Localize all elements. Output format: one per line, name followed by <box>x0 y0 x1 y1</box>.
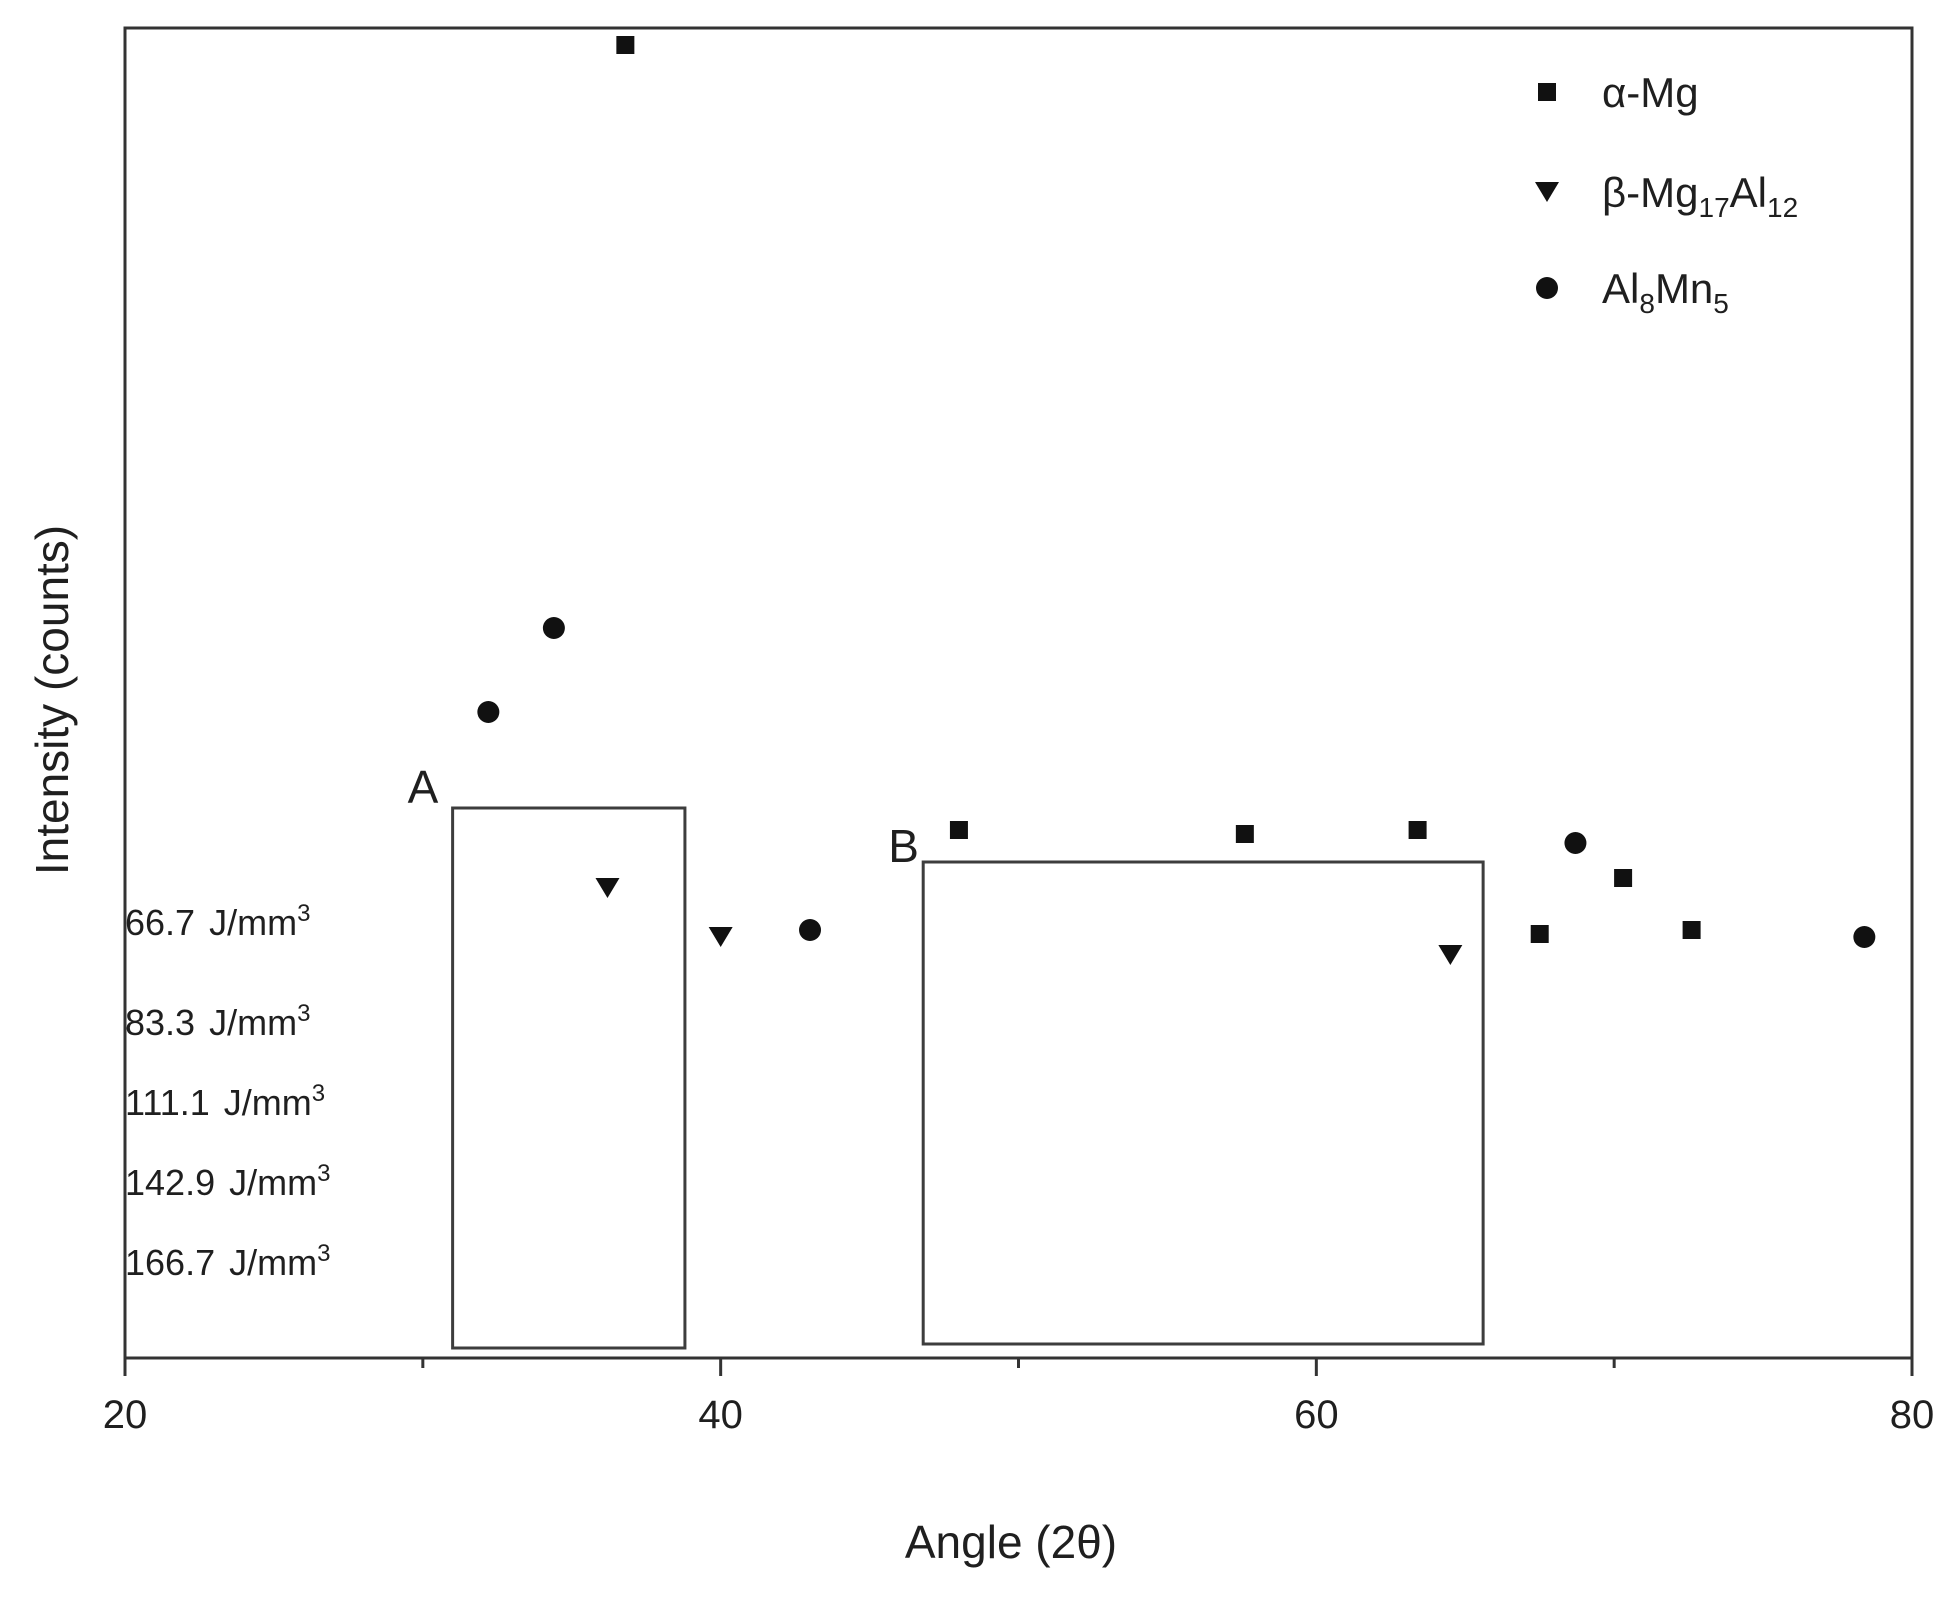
peak-marker-square <box>1408 821 1427 839</box>
legend-text-part: 8 <box>1639 288 1655 319</box>
legend-text-part: α-Mg <box>1602 69 1699 116</box>
legend-label: β-Mg17Al12 <box>1602 169 1798 223</box>
peak-marker-circle <box>542 617 565 639</box>
legend-symbol-square <box>1538 83 1556 101</box>
peak-marker-square <box>1682 921 1701 939</box>
region-box-a <box>451 806 687 1350</box>
legend-text-part: 5 <box>1713 288 1729 319</box>
peak-marker-square <box>616 36 635 54</box>
series-unit: J/mm <box>209 902 297 943</box>
series-name: 142.9 <box>125 1162 215 1203</box>
peak-marker-circle <box>1853 926 1876 948</box>
peak-marker-square <box>1614 869 1633 887</box>
series-unit: J/mm <box>229 1242 317 1283</box>
peak-marker-square <box>1235 825 1254 843</box>
peak-marker-triangle-down <box>708 927 733 947</box>
legend-symbol-circle <box>1536 277 1558 299</box>
series-label: 66.7 J/mm3 <box>125 900 310 943</box>
plot-frame <box>123 26 1914 1360</box>
series-unit: J/mm <box>209 1002 297 1043</box>
phase-markers <box>477 36 1876 965</box>
series-name: 166.7 <box>125 1242 215 1283</box>
legend-label: α-Mg <box>1602 69 1699 116</box>
legend-text-part: Al <box>1730 169 1767 216</box>
series-label: 83.3 J/mm3 <box>125 1000 310 1043</box>
plot-area-border <box>123 26 1914 1360</box>
series-unit-sup: 3 <box>317 1160 330 1187</box>
legend-text-part: 17 <box>1699 192 1730 223</box>
x-tick-label: 20 <box>103 1393 148 1437</box>
x-tick-label: 80 <box>1890 1393 1935 1437</box>
region-box-b <box>921 860 1485 1346</box>
series-label: 111.1 J/mm3 <box>125 1080 325 1123</box>
series-unit-sup: 3 <box>297 900 310 927</box>
peak-marker-circle <box>799 919 822 941</box>
peak-marker-circle <box>1564 832 1587 854</box>
legend-text-part: Al <box>1602 265 1639 312</box>
series-unit-sup: 3 <box>297 1000 310 1027</box>
x-axis-title: Angle (2θ) <box>905 1516 1117 1568</box>
legend-text-part: β-Mg <box>1602 169 1699 216</box>
peak-marker-triangle-down <box>1438 945 1463 965</box>
peak-marker-triangle-down <box>595 878 620 898</box>
legend-label: Al8Mn5 <box>1602 265 1729 319</box>
series-unit-sup: 3 <box>317 1240 330 1267</box>
legend-symbol-triangle-down <box>1535 182 1559 202</box>
region-boxes: AB <box>408 761 1485 1350</box>
series-name: 66.7 <box>125 902 195 943</box>
region-label-a: A <box>408 761 439 813</box>
y-axis-title: Intensity (counts) <box>26 525 78 875</box>
series-name: 111.1 <box>125 1082 210 1123</box>
legend-text-part: Mn <box>1655 265 1713 312</box>
series-label: 142.9 J/mm3 <box>125 1160 330 1203</box>
x-tick-label: 40 <box>698 1393 743 1437</box>
x-tick-label: 60 <box>1294 1393 1339 1437</box>
x-axis-ticks: 20 40 60 80 <box>103 1358 1935 1437</box>
peak-marker-circle <box>477 701 500 723</box>
series-unit: J/mm <box>224 1082 312 1123</box>
peak-marker-square <box>1530 925 1549 943</box>
region-label-b: B <box>888 820 919 872</box>
series-label: 166.7 J/mm3 <box>125 1240 330 1283</box>
legend-text-part: 12 <box>1767 192 1798 223</box>
peak-marker-square <box>949 821 968 839</box>
series-name: 83.3 <box>125 1002 195 1043</box>
series-unit: J/mm <box>229 1162 317 1203</box>
series-unit-sup: 3 <box>312 1080 325 1107</box>
